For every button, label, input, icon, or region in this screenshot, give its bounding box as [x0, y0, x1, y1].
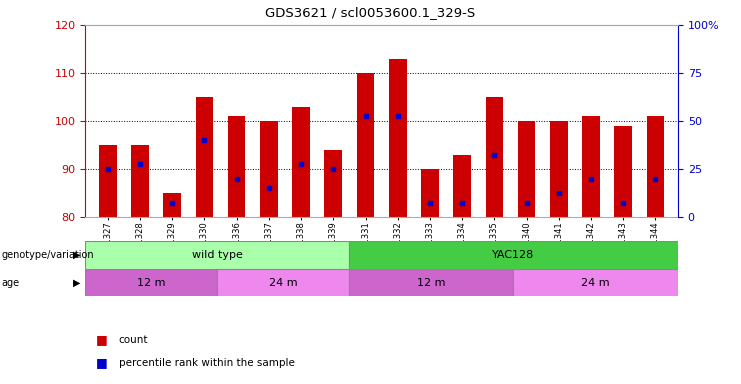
Bar	[389, 58, 407, 217]
Bar	[582, 116, 600, 217]
Bar	[514, 269, 678, 296]
Bar	[349, 269, 514, 296]
Bar	[421, 169, 439, 217]
Text: ■: ■	[96, 333, 108, 346]
Bar	[550, 121, 568, 217]
Text: percentile rank within the sample: percentile rank within the sample	[119, 358, 294, 368]
Text: 12 m: 12 m	[137, 278, 165, 288]
Bar	[196, 97, 213, 217]
Bar	[85, 269, 217, 296]
Bar	[647, 116, 665, 217]
Bar	[518, 121, 536, 217]
Bar	[614, 126, 632, 217]
Text: ▶: ▶	[73, 278, 80, 288]
Text: 24 m: 24 m	[582, 278, 610, 288]
Text: 24 m: 24 m	[268, 278, 297, 288]
Text: 12 m: 12 m	[416, 278, 445, 288]
Bar	[485, 97, 503, 217]
Bar	[356, 73, 374, 217]
Text: wild type: wild type	[191, 250, 242, 260]
Bar	[99, 145, 116, 217]
Text: age: age	[1, 278, 19, 288]
Text: ■: ■	[96, 356, 108, 369]
Text: count: count	[119, 335, 148, 345]
Text: genotype/variation: genotype/variation	[1, 250, 94, 260]
Bar	[349, 241, 678, 269]
Bar	[292, 106, 310, 217]
Text: YAC128: YAC128	[492, 250, 534, 260]
Bar	[227, 116, 245, 217]
Bar	[325, 150, 342, 217]
Bar	[85, 241, 349, 269]
Text: ▶: ▶	[73, 250, 80, 260]
Text: GDS3621 / scl0053600.1_329-S: GDS3621 / scl0053600.1_329-S	[265, 6, 476, 19]
Bar	[217, 269, 349, 296]
Bar	[453, 154, 471, 217]
Bar	[260, 121, 278, 217]
Bar	[163, 193, 181, 217]
Bar	[131, 145, 149, 217]
